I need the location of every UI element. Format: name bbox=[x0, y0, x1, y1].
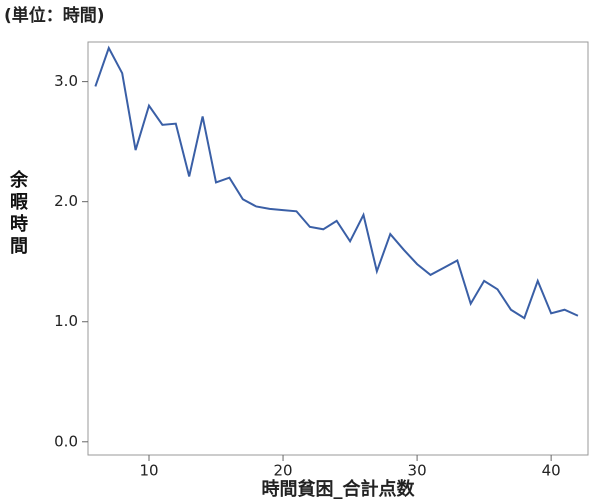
x-tick-label: 30 bbox=[408, 462, 427, 480]
line bbox=[94, 45, 579, 320]
x-tick-label: 10 bbox=[139, 462, 158, 480]
y-tick-label: 1.0 bbox=[54, 312, 78, 330]
plot-frame bbox=[87, 41, 589, 456]
y-tick-label: 3.0 bbox=[54, 72, 78, 90]
x-axis-label: 時間貧困_合計点数 bbox=[262, 478, 416, 500]
y-tick-label: 2.0 bbox=[54, 192, 78, 210]
x-tick-label: 40 bbox=[542, 462, 561, 480]
chart-title: (単位：時間) bbox=[4, 5, 105, 26]
y-tick-label: 0.0 bbox=[54, 432, 78, 450]
y-axis-label: 余暇時間 bbox=[7, 170, 28, 258]
x-tick-label: 20 bbox=[273, 462, 292, 480]
